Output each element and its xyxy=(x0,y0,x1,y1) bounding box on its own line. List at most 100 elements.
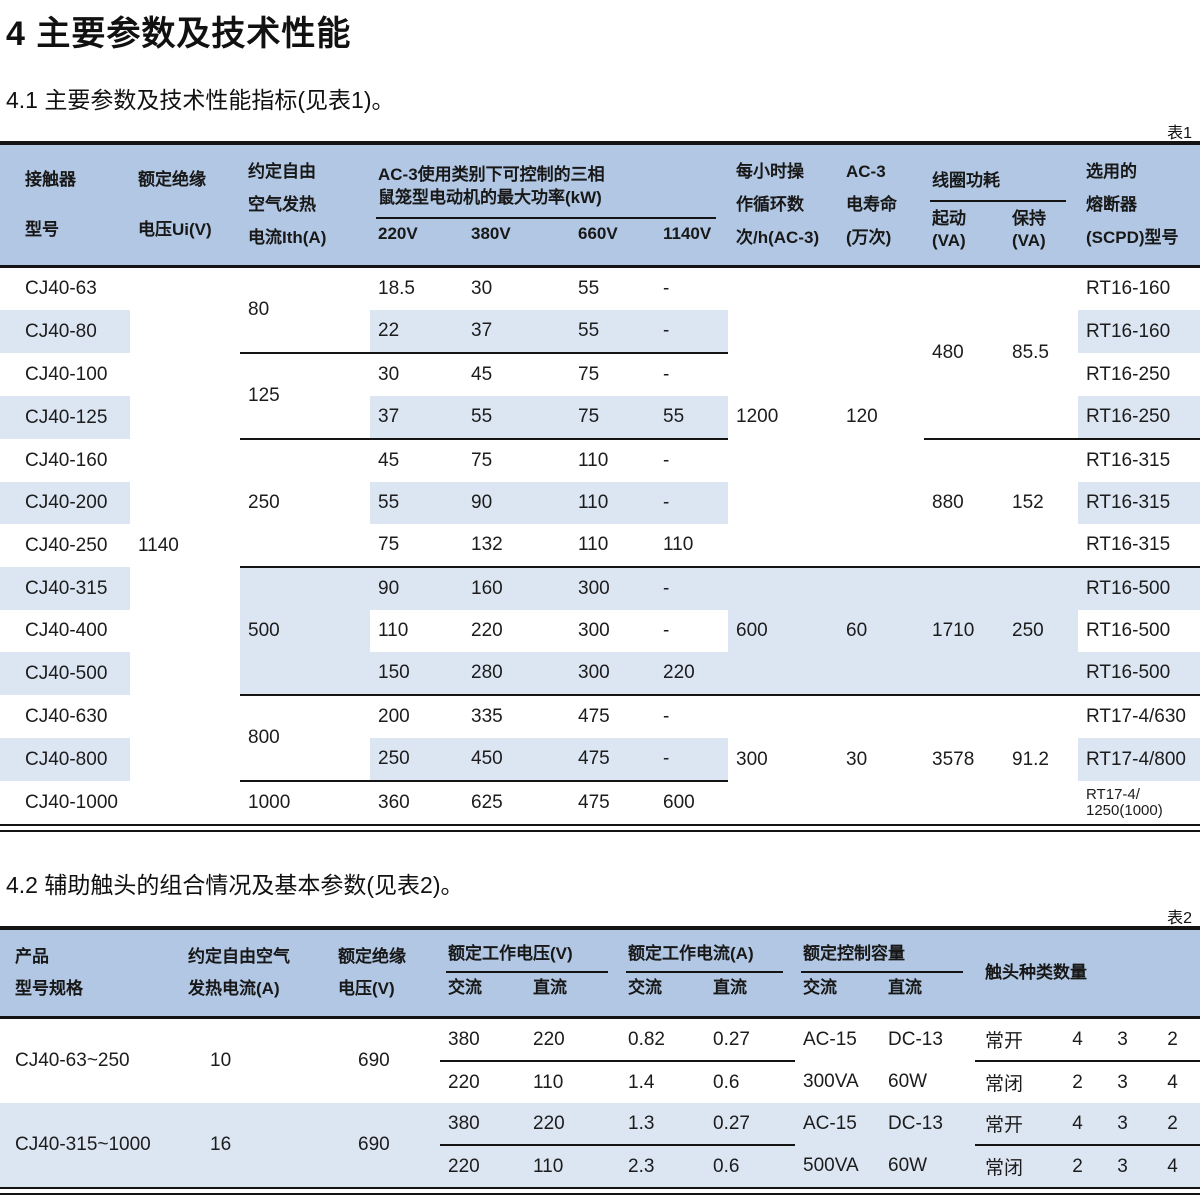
kw-220-cell: 22 xyxy=(370,310,463,354)
ith-cell: 800 xyxy=(240,695,370,782)
count-cell: 2 xyxy=(1072,1071,1083,1093)
model-cell: CJ40-160 xyxy=(25,449,108,471)
header-line: 接触器 xyxy=(25,170,76,189)
kw-1140-cell: 55 xyxy=(655,396,728,440)
kw-220-cell: 37 xyxy=(370,396,463,440)
capacity-ac-cell: AC-15 xyxy=(795,1103,880,1145)
kw-220-cell: 90 xyxy=(370,567,463,610)
coil-start-cell: 880 xyxy=(924,439,1004,568)
table2-header: 产品 型号规格 约定自由空气 发热电流(A) 额定绝缘 电压(V) xyxy=(0,928,1200,1019)
header-line: 约定自由 xyxy=(248,162,316,181)
col-header-thermal-current: 约定自由 空气发热 电流Ith(A) xyxy=(240,143,370,268)
kw-660-cell: 110 xyxy=(570,482,655,524)
capacity-dc-cell: 60W xyxy=(888,1071,928,1092)
header-line: 电寿命 xyxy=(846,195,897,214)
voltage-ac-cell: 380 xyxy=(440,1103,525,1146)
ith-cell: 500 xyxy=(240,567,370,696)
kw-1140-cell: - xyxy=(663,620,670,641)
header-line: 额定工作电流(A) xyxy=(628,944,754,963)
header-line: 额定绝缘 xyxy=(338,947,406,966)
kw-220-cell: 110 xyxy=(378,620,409,641)
page-title: 4 主要参数及技术性能 xyxy=(6,15,352,53)
section-heading-4-2: 4.2 辅助触头的组合情况及基本参数(见表2)。 xyxy=(6,872,464,898)
fuse-cell: RT16-500 xyxy=(1078,567,1200,610)
count-cell: 3 xyxy=(1100,1103,1145,1146)
fuse-cell: RT16-500 xyxy=(1078,652,1200,696)
kw-380-cell: 450 xyxy=(463,738,570,782)
voltage-dc-cell: 110 xyxy=(533,1071,564,1093)
header-line: 额定控制容量 xyxy=(803,944,905,963)
kw-1140-cell: - xyxy=(655,567,728,610)
coil-start-cell: 1710 xyxy=(924,567,1004,696)
table-header-row: 接触器 型号 额定绝缘 电压Ui(V) 约定自由 空气发热 电流Ith(A) xyxy=(0,143,1200,268)
header-line: 作循环数 xyxy=(736,195,804,214)
count-cell: 4 xyxy=(1055,1103,1100,1146)
col-header-contact-types: 触头种类数量 xyxy=(975,928,1200,1019)
kw-1140-cell: 220 xyxy=(655,652,728,696)
header-line: (VA) xyxy=(1012,231,1046,250)
header-line: 熔断器 xyxy=(1086,195,1137,214)
table1-body: CJ40-63 1140 80 18.5 30 55 - 1200 120 48… xyxy=(0,266,1200,824)
col-header-coil-group: 线圈功耗 起动 (VA) 保持 (VA) xyxy=(924,143,1078,268)
life-cell: 60 xyxy=(838,567,924,696)
table-row: CJ40-500 150 280 300 220 RT16-500 xyxy=(0,652,1200,696)
table-row: CJ40-63 1140 80 18.5 30 55 - 1200 120 48… xyxy=(0,266,1200,824)
current-dc-cell: 0.27 xyxy=(705,1017,795,1062)
header-line: (SCPD)型号 xyxy=(1086,228,1179,247)
count-cell: 2 xyxy=(1145,1017,1200,1062)
kw-660-cell: 475 xyxy=(578,706,610,727)
table-row: CJ40-630 800 200 335 475 - 300 30 3578 9… xyxy=(0,695,1200,824)
header-line: AC-3 xyxy=(846,162,886,181)
model-cell: CJ40-100 xyxy=(25,363,108,385)
table-row: CJ40-315 500 90 160 300 - 600 60 1710 25… xyxy=(0,567,1200,696)
kw-380-cell: 280 xyxy=(463,652,570,696)
col-header-1140v: 1140V xyxy=(663,224,712,243)
kw-380-cell: 45 xyxy=(471,364,493,385)
kw-1140-cell: - xyxy=(655,738,728,782)
group-underline xyxy=(376,217,716,219)
col-header-ac: 交流 xyxy=(803,978,837,997)
count-cell: 3 xyxy=(1100,1017,1145,1062)
kw-380-cell: 90 xyxy=(463,482,570,524)
header-line: 额定工作电压(V) xyxy=(448,944,573,963)
capacity-ac-cell: 500VA xyxy=(795,1145,880,1187)
kw-660-cell: 55 xyxy=(578,278,600,299)
kw-380-cell: 335 xyxy=(471,706,503,727)
count-cell: 4 xyxy=(1145,1145,1200,1187)
fuse-cell: RT16-250 xyxy=(1086,363,1171,385)
coil-start-cell: 3578 xyxy=(924,695,1004,824)
group-underline xyxy=(930,200,1066,202)
capacity-dc-cell: 60W xyxy=(880,1145,975,1187)
table-row: CJ40-400 110 220 300 - RT16-500 xyxy=(0,610,1200,652)
fuse-cell: RT16-315 xyxy=(1086,450,1171,471)
kw-380-cell: 220 xyxy=(471,620,503,641)
table-row: CJ40-80 22 37 55 - RT16-160 xyxy=(0,310,1200,354)
current-ac-cell: 2.3 xyxy=(620,1145,705,1187)
cycles-cell: 600 xyxy=(728,567,838,696)
kw-660-cell: 300 xyxy=(570,652,655,696)
table2-tag: 表2 xyxy=(1167,910,1192,927)
col-header-660v: 660V xyxy=(578,224,618,243)
fuse-cell: RT16-160 xyxy=(1078,310,1200,353)
kw-1140-cell: - xyxy=(663,278,670,299)
table-row: CJ40-100 125 30 45 75 - RT16-250 xyxy=(0,353,1200,440)
kw-220-cell: 45 xyxy=(378,450,400,471)
header-line: (万次) xyxy=(846,228,892,247)
kw-380-cell: 132 xyxy=(463,524,570,568)
ith-cell: 80 xyxy=(240,266,370,354)
fuse-cell: RT16-250 xyxy=(1078,396,1200,440)
header-line: AC-3使用类别下可控制的三相 xyxy=(378,165,605,184)
thermal-current-cell: 16 xyxy=(180,1103,330,1187)
kw-380-cell: 625 xyxy=(471,792,503,813)
kw-1140-cell: 110 xyxy=(655,524,728,568)
kw-660-cell: 75 xyxy=(578,364,600,385)
table-row: 220 110 1.4 0.6 300VA 60W 常闭 2 3 4 xyxy=(0,1061,1200,1103)
cycles-cell: 1200 xyxy=(728,266,838,568)
fuse-cell: RT16-315 xyxy=(1078,482,1200,524)
col-header-ac: 交流 xyxy=(448,978,482,997)
table1-header: 接触器 型号 额定绝缘 电压Ui(V) 约定自由 空气发热 电流Ith(A) xyxy=(0,143,1200,268)
capacity-ac-cell: 300VA xyxy=(803,1071,859,1092)
fuse-cell: RT17-4/ 1250(1000) xyxy=(1086,785,1163,819)
header-line: 型号规格 xyxy=(15,979,83,998)
col-header-insulation-voltage: 额定绝缘 电压Ui(V) xyxy=(130,143,240,268)
